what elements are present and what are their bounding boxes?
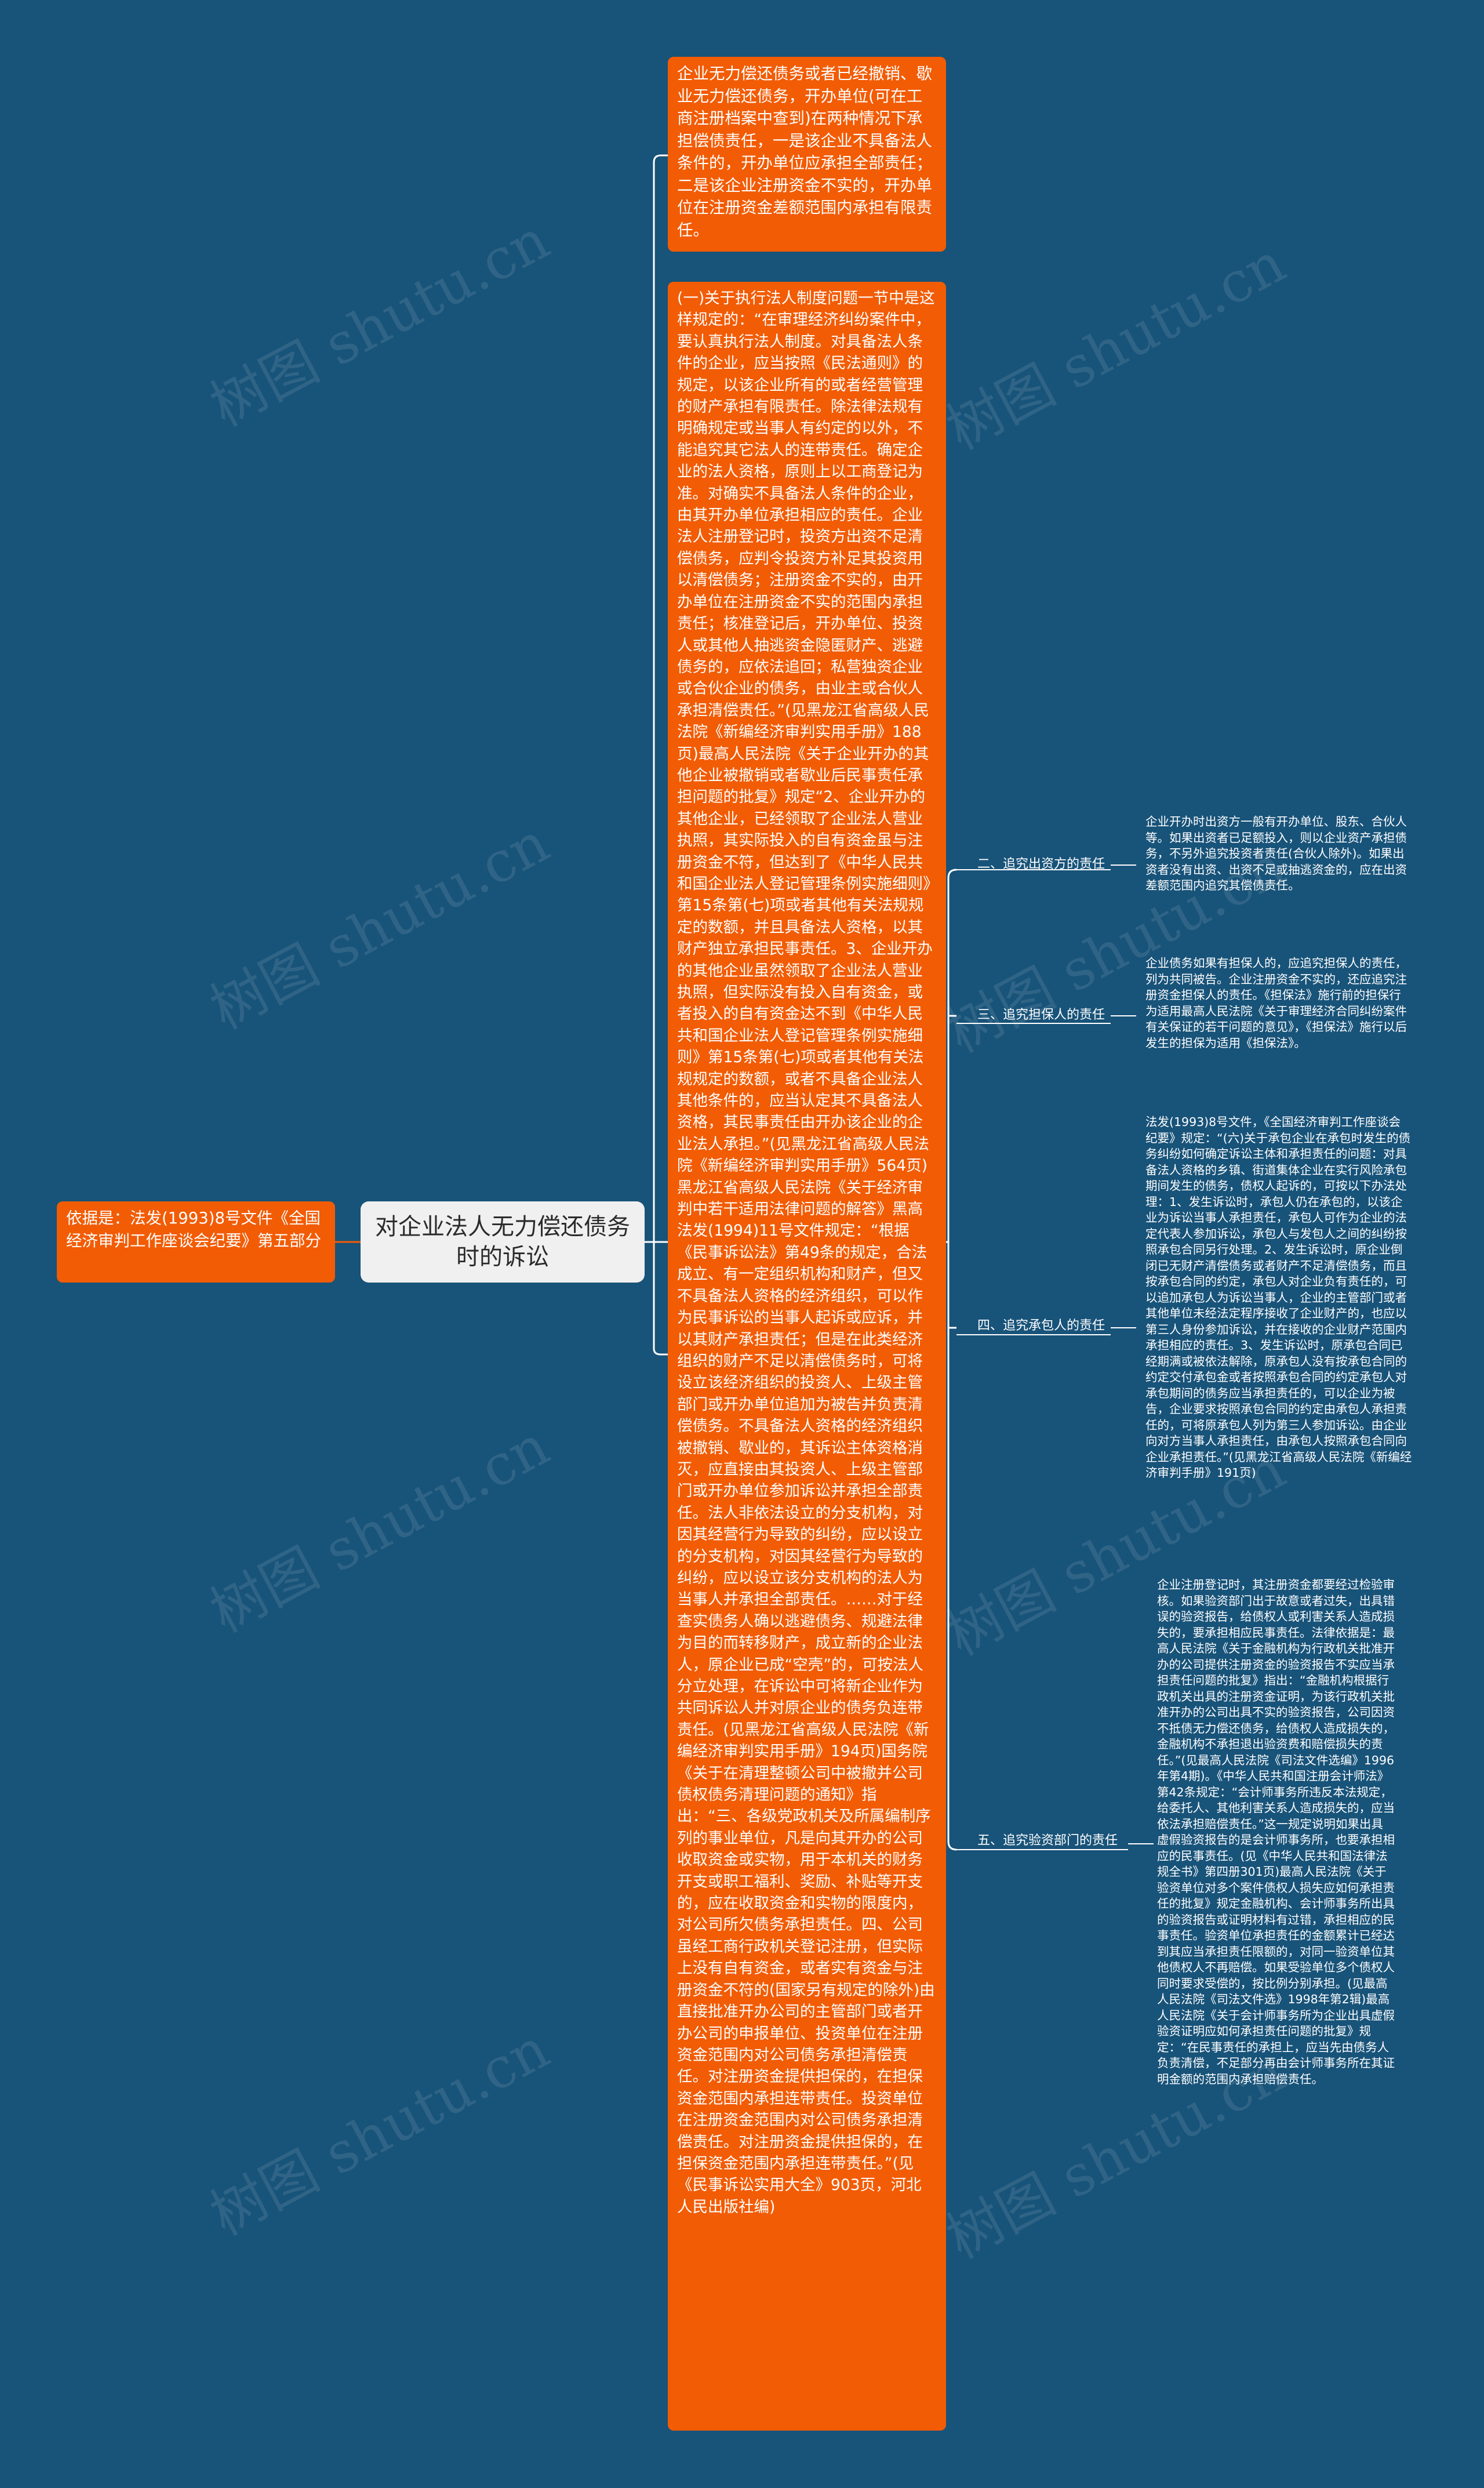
sub-branch-leaf-5-text: 企业注册登记时，其注册资金都要经过检验审核。如果验资部门出于故意或者过失，出具错…: [1157, 1578, 1395, 2086]
sub-branch-label-4[interactable]: 四、追究承包人的责任: [977, 1317, 1105, 1335]
sub-branch-label-4-text: 四、追究承包人的责任: [977, 1319, 1105, 1333]
sub-branch-leaf-4-text: 法发(1993)8号文件，《全国经济审判工作座谈会纪要》规定：“(六)关于承包企…: [1145, 1115, 1412, 1480]
sub-branch-label-2[interactable]: 二、追究出资方的责任: [977, 856, 1105, 873]
sub-branch-leaf-2-text: 企业开办时出资方一般有开办单位、股东、合伙人等。如果出资者已足额投入，则以企业资…: [1145, 815, 1407, 892]
right-branch-1[interactable]: 企业无力偿还债务或者已经撤销、歇业无力偿还债务，开办单位(可在工商注册档案中查到…: [668, 57, 946, 252]
right-branch-1-text: 企业无力偿还债务或者已经撤销、歇业无力偿还债务，开办单位(可在工商注册档案中查到…: [677, 64, 932, 239]
left-note-node[interactable]: 依据是：法发(1993)8号文件《全国经济审判工作座谈会纪要》第五部分: [57, 1201, 335, 1283]
sub-branch-label-5-text: 五、追究验资部门的责任: [977, 1833, 1118, 1848]
left-note-text: 依据是：法发(1993)8号文件《全国经济审判工作座谈会纪要》第五部分: [66, 1209, 321, 1250]
sub-branch-leaf-3: 企业债务如果有担保人的，应追究担保人的责任，列为共同被告。企业注册资金不实的，还…: [1145, 956, 1412, 1051]
root-node[interactable]: 对企业法人无力偿还债务时的诉讼: [361, 1201, 645, 1283]
sub-branch-leaf-2: 企业开办时出资方一般有开办单位、股东、合伙人等。如果出资者已足额投入，则以企业资…: [1145, 814, 1412, 894]
sub-branch-leaf-3-text: 企业债务如果有担保人的，应追究担保人的责任，列为共同被告。企业注册资金不实的，还…: [1145, 956, 1407, 1050]
right-branch-2[interactable]: (一)关于执行法人制度问题一节中是这样规定的：“在审理经济纠纷案件中，要认真执行…: [668, 282, 946, 2431]
sub-branch-leaf-5: 企业注册登记时，其注册资金都要经过检验审核。如果验资部门出于故意或者过失，出具错…: [1157, 1577, 1395, 2087]
sub-branch-leaf-4: 法发(1993)8号文件，《全国经济审判工作座谈会纪要》规定：“(六)关于承包企…: [1145, 1114, 1412, 1481]
root-title: 对企业法人无力偿还债务时的诉讼: [375, 1214, 630, 1270]
sub-branch-label-5[interactable]: 五、追究验资部门的责任: [977, 1832, 1118, 1850]
sub-branch-label-3-text: 三、追究担保人的责任: [977, 1008, 1105, 1022]
connector-root-right: [645, 154, 668, 1356]
sub-branch-label-3[interactable]: 三、追究担保人的责任: [977, 1007, 1105, 1024]
right-branch-2-text: (一)关于执行法人制度问题一节中是这样规定的：“在审理经济纠纷案件中，要认真执行…: [677, 289, 935, 2216]
sub-branch-label-2-text: 二、追究出资方的责任: [977, 857, 1105, 871]
